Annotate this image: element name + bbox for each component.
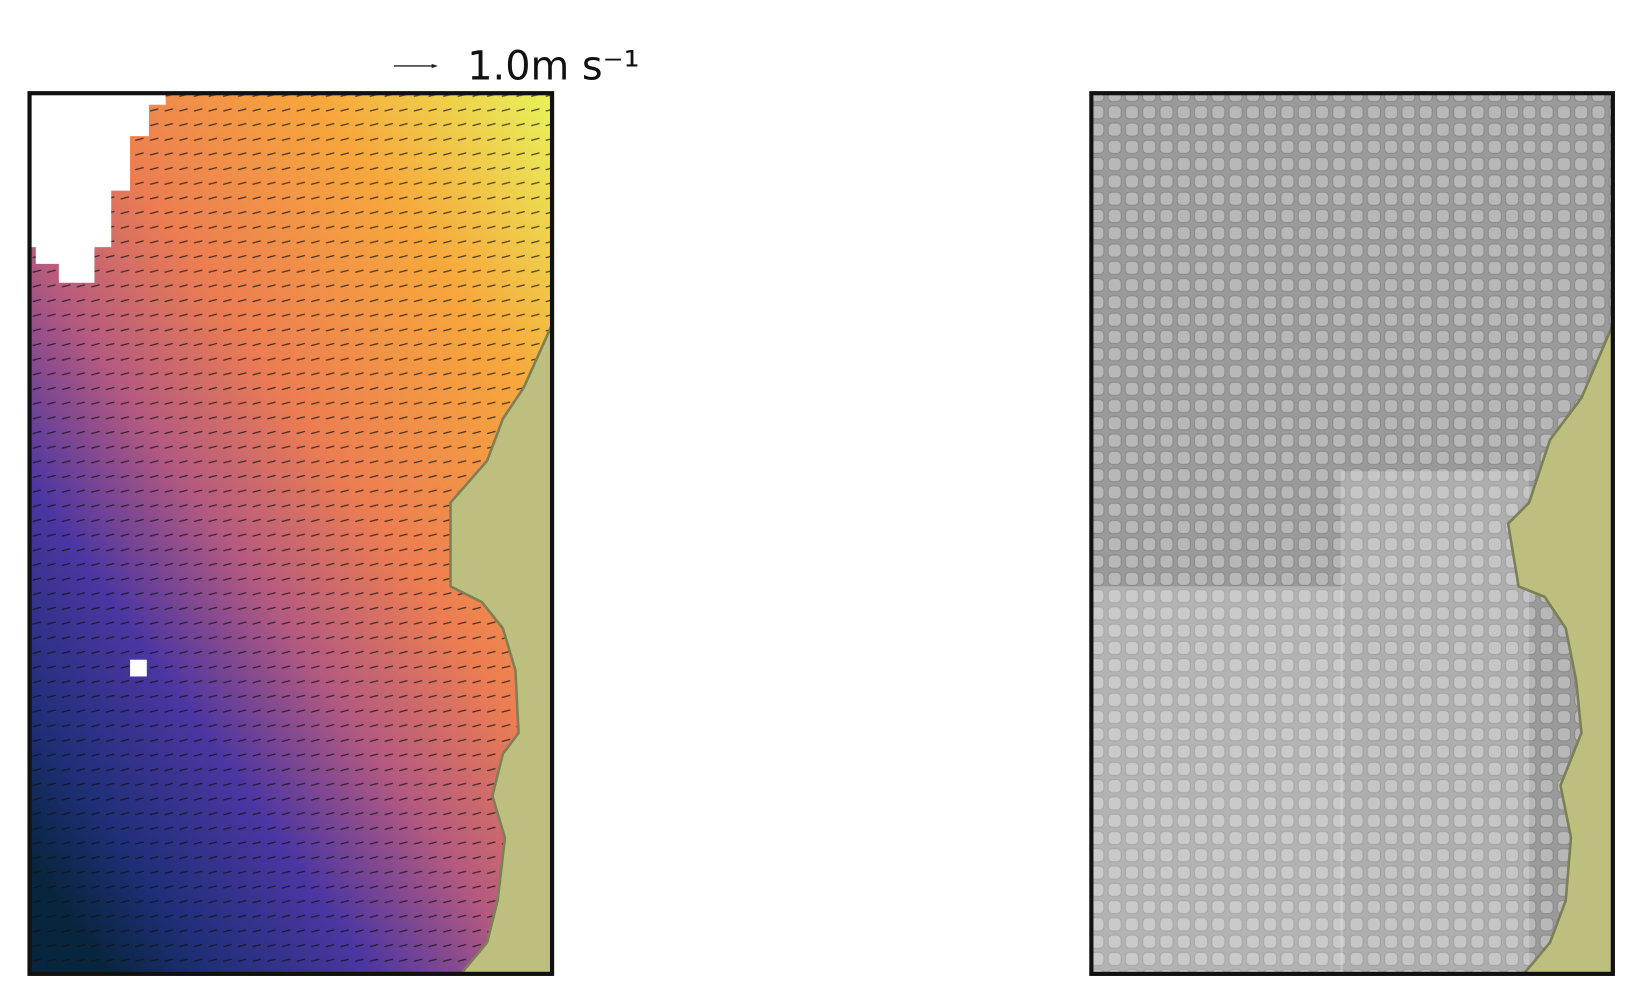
panel-frame	[27, 91, 555, 976]
quiver-key-head	[431, 63, 438, 69]
quiver-key-label: 1.0m s⁻¹	[467, 44, 639, 90]
land	[449, 324, 553, 974]
masked-area	[29, 93, 166, 283]
left-panel	[29, 93, 553, 974]
masked-cell	[130, 659, 147, 677]
land	[1506, 324, 1613, 974]
right-panel	[1091, 93, 1613, 974]
ellipse-lighter	[1340, 471, 1530, 974]
panel-frame	[1089, 91, 1615, 976]
ellipse-lighter	[1091, 586, 1343, 974]
